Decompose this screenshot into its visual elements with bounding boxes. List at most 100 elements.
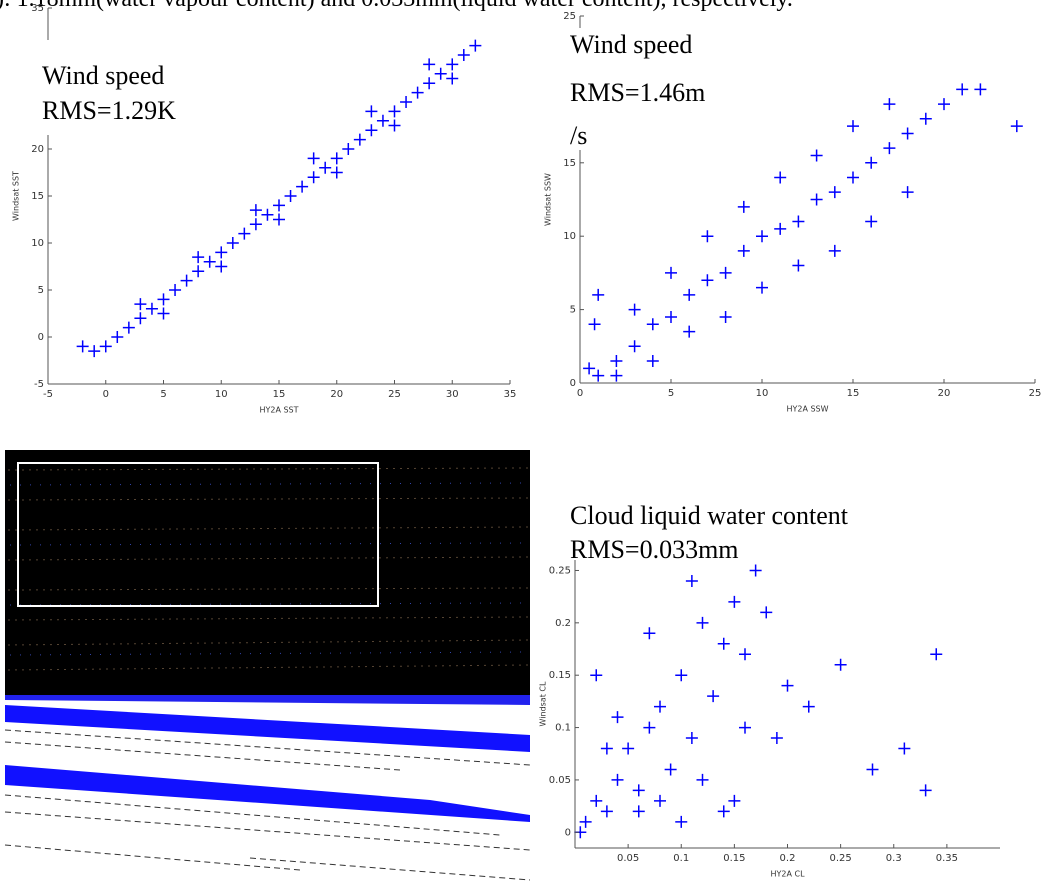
y-tick-label: 0 [570,378,576,389]
point [157,293,170,306]
chart: 0.05 0.1 0.15 0.2 0.25 0.3 0.35 0 0.05 0.1 0.15 0.2… [539,560,1000,879]
point [469,39,482,52]
point [590,794,603,807]
y-tick-label: 0.05 [549,775,571,786]
y-tick-label: 0.2 [555,618,571,629]
point [938,98,950,111]
point [770,732,783,745]
y-tick-label: 10 [31,238,44,249]
x-tick-label: 5 [668,388,674,399]
point [774,171,787,184]
x-tick-label: 0.15 [723,853,745,864]
y-tick-label: 0.1 [555,723,571,734]
point [760,606,773,619]
point [828,244,841,257]
point [866,763,879,776]
point [592,369,605,382]
point [583,362,596,375]
point [330,152,343,165]
y-tick-label: 0 [38,332,44,343]
point [974,83,987,96]
x-tick-label: 0.3 [886,853,902,864]
point [898,742,911,755]
point [696,616,709,629]
point [76,340,89,353]
point [719,266,732,279]
satellite-image [4,450,531,881]
point [632,784,645,797]
point [622,742,635,755]
point [296,180,309,193]
point [610,354,623,367]
point [632,805,645,818]
x-tick-label: 20 [938,388,951,399]
point [728,595,741,608]
point [588,318,601,331]
annotation: Wind speed [570,30,692,59]
x-axis-label: HY2A SSW [786,405,828,414]
point [273,213,285,226]
point [180,274,193,287]
y-tick-label: 5 [570,305,576,316]
point [675,815,688,828]
point [728,794,741,807]
point [226,237,239,249]
point [192,265,205,278]
x-tick-label: 25 [1029,388,1042,399]
point [457,49,470,61]
point [685,574,698,587]
point [611,773,624,786]
point [215,246,228,259]
annotation: Wind speed [42,61,164,90]
annotation-box: Cloud liquid water content RMS=0.033mm [570,501,849,564]
point [701,230,714,243]
point [865,215,878,228]
point [203,255,216,268]
y-axis-label: Windsat SST [12,171,21,221]
y-tick-label: 35 [31,3,44,14]
point [134,298,147,311]
point [685,732,698,745]
y-tick-label: 25 [563,11,576,22]
annotation: RMS=0.033mm [570,535,739,564]
point [901,186,914,199]
annotation: Cloud liquid water content [570,501,849,530]
point [610,369,623,382]
point [919,784,932,797]
point [122,321,135,334]
y-tick-label: 0.25 [549,565,571,576]
y-axis-label: Windsat SSW [544,173,553,226]
x-tick-label: 0.35 [936,853,958,864]
annotation-box: Wind speed RMS=1.46m /s [560,28,760,150]
point [628,340,641,353]
y-tick-label: 5 [38,285,44,296]
point [675,669,688,682]
point [792,215,805,228]
point [643,721,656,734]
point [600,805,613,818]
point [215,260,228,273]
x-tick-label: 0.25 [829,853,851,864]
point [600,742,613,755]
point [273,199,285,212]
point [261,208,274,221]
point [249,218,262,231]
x-tick-label: 10 [215,389,228,400]
y-tick-label: -5 [34,379,44,390]
x-tick-label: -5 [43,389,53,400]
x-axis-label: HY2A SST [259,406,298,415]
x-tick-label: 0.1 [673,853,689,864]
x-tick-label: 0 [103,389,109,400]
y-tick-label: 0 [565,827,571,838]
x-tick-label: 35 [504,389,517,400]
point [739,648,751,661]
point [847,171,859,184]
point [611,711,624,724]
point [901,127,914,140]
y-tick-label: 10 [563,231,576,242]
point [654,700,666,713]
point [1010,120,1023,133]
point [169,284,182,296]
point [99,340,112,353]
point [643,627,656,640]
